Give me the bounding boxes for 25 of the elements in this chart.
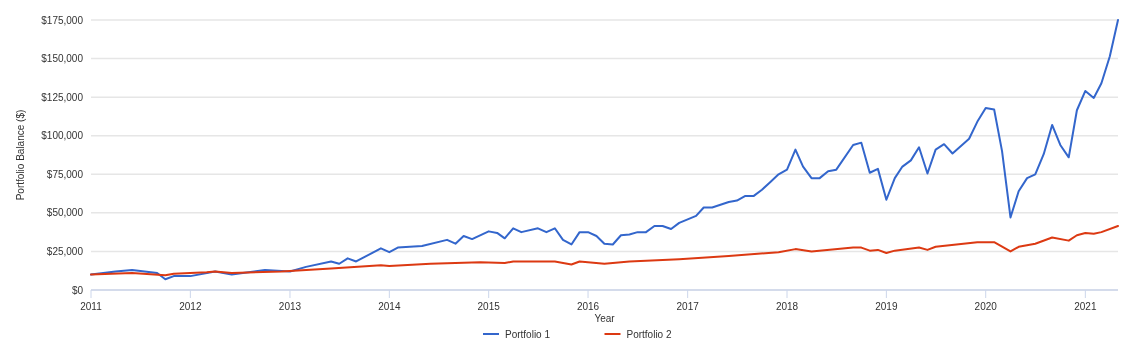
x-tick-label: 2020 — [974, 301, 998, 312]
y-tick-label: $150,000 — [41, 53, 84, 65]
y-tick-label: $50,000 — [46, 207, 84, 219]
x-tick-label: 2019 — [875, 301, 898, 312]
x-tick-label: 2016 — [576, 301, 600, 312]
y-tick-label: $125,000 — [41, 91, 84, 103]
y-tick-label: $100,000 — [41, 130, 84, 142]
x-tick-label: 2021 — [1074, 301, 1097, 312]
y-tick-label: $0 — [71, 284, 84, 296]
x-axis-title: Year — [594, 313, 616, 324]
x-tick-label: 2013 — [278, 301, 302, 312]
legend-label: Portfolio 1 — [505, 329, 551, 340]
x-tick-label: 2015 — [477, 301, 501, 312]
y-tick-label: $25,000 — [46, 245, 84, 257]
y-tick-label: $75,000 — [46, 168, 84, 180]
legend-label: Portfolio 2 — [626, 329, 672, 340]
y-tick-label: $175,000 — [41, 14, 84, 26]
line-series — [90, 19, 1119, 281]
x-tick-label: 2017 — [676, 301, 700, 312]
x-tick-label: 2014 — [378, 301, 401, 312]
line-series — [90, 224, 1119, 277]
y-axis-title: Portfolio Balance ($) — [15, 109, 26, 201]
x-tick-label: 2018 — [775, 301, 799, 312]
x-tick-label: 2012 — [179, 301, 202, 312]
x-tick-label: 2011 — [80, 301, 103, 312]
